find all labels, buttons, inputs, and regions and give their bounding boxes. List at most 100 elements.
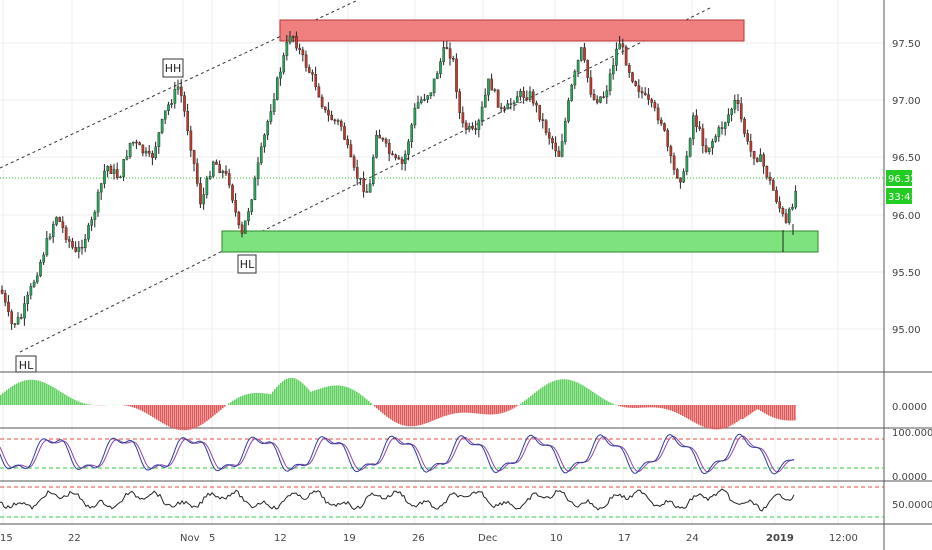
candle[interactable]	[541, 119, 545, 121]
candle[interactable]	[589, 77, 593, 95]
rsi-line[interactable]	[0, 488, 795, 512]
candle[interactable]	[375, 134, 378, 158]
candle[interactable]	[115, 169, 119, 179]
candle[interactable]	[330, 114, 334, 121]
candle[interactable]	[77, 246, 81, 252]
candle[interactable]	[163, 110, 167, 120]
candle[interactable]	[58, 217, 61, 222]
candle[interactable]	[64, 227, 68, 240]
candle[interactable]	[455, 58, 458, 92]
candle[interactable]	[269, 111, 273, 122]
candle[interactable]	[99, 183, 103, 193]
candle[interactable]	[119, 176, 122, 179]
candle[interactable]	[343, 126, 346, 140]
candle[interactable]	[535, 102, 538, 106]
candle[interactable]	[410, 124, 414, 142]
candle[interactable]	[679, 177, 682, 183]
candle[interactable]	[592, 94, 596, 100]
candle[interactable]	[36, 275, 39, 283]
candle[interactable]	[775, 190, 778, 203]
candle[interactable]	[519, 91, 522, 97]
candle[interactable]	[160, 118, 164, 133]
candle[interactable]	[384, 139, 388, 144]
candle[interactable]	[784, 213, 788, 223]
candle[interactable]	[493, 89, 497, 91]
candle[interactable]	[628, 65, 631, 73]
candle[interactable]	[564, 120, 567, 142]
candle[interactable]	[250, 199, 254, 212]
candle[interactable]	[765, 166, 769, 178]
candle[interactable]	[372, 157, 375, 185]
candle[interactable]	[752, 150, 756, 159]
candle[interactable]	[464, 122, 468, 130]
candle[interactable]	[634, 81, 637, 86]
candle[interactable]	[522, 91, 525, 98]
candle[interactable]	[74, 247, 77, 252]
candle[interactable]	[708, 147, 711, 152]
candle[interactable]	[605, 90, 609, 98]
candle[interactable]	[10, 311, 14, 324]
candle[interactable]	[480, 106, 484, 121]
candle[interactable]	[7, 301, 10, 312]
candle[interactable]	[16, 317, 20, 325]
candle[interactable]	[336, 120, 340, 122]
candlestick-series[interactable]	[0, 30, 797, 330]
annotation-hl-left[interactable]: HL	[15, 355, 37, 373]
candle[interactable]	[192, 150, 196, 164]
candle[interactable]	[500, 107, 503, 109]
candle[interactable]	[83, 238, 87, 248]
candle[interactable]	[420, 99, 423, 103]
candle[interactable]	[333, 119, 337, 122]
candle[interactable]	[195, 163, 199, 184]
candle[interactable]	[295, 36, 298, 49]
candle[interactable]	[496, 89, 500, 108]
candle[interactable]	[394, 154, 398, 158]
candle[interactable]	[288, 36, 292, 43]
candle[interactable]	[55, 217, 58, 225]
candle[interactable]	[551, 137, 554, 144]
candle[interactable]	[208, 175, 212, 179]
candle[interactable]	[468, 126, 471, 130]
candle[interactable]	[618, 43, 621, 50]
candle[interactable]	[576, 60, 580, 72]
candle[interactable]	[794, 190, 797, 208]
candle[interactable]	[365, 191, 369, 193]
candle[interactable]	[727, 114, 730, 123]
candle[interactable]	[221, 170, 225, 174]
candle[interactable]	[282, 55, 286, 73]
candle[interactable]	[528, 91, 532, 100]
candle[interactable]	[647, 94, 650, 100]
candle[interactable]	[263, 134, 266, 148]
candle[interactable]	[218, 164, 222, 174]
candle[interactable]	[637, 85, 641, 92]
candle[interactable]	[509, 103, 513, 105]
candle[interactable]	[442, 47, 446, 62]
candle[interactable]	[426, 95, 430, 100]
candle[interactable]	[477, 120, 481, 130]
candle[interactable]	[471, 126, 474, 129]
candle[interactable]	[503, 107, 506, 110]
candle[interactable]	[151, 153, 154, 158]
annotation-hl[interactable]: HL	[237, 254, 257, 274]
candle[interactable]	[599, 96, 602, 103]
candle[interactable]	[404, 154, 407, 164]
candle[interactable]	[179, 86, 183, 96]
candle[interactable]	[704, 145, 708, 152]
stoch-k-line[interactable]	[0, 433, 795, 475]
candle[interactable]	[429, 92, 433, 96]
candle[interactable]	[720, 127, 724, 129]
candle[interactable]	[125, 156, 129, 160]
candle[interactable]	[215, 161, 218, 165]
candle[interactable]	[624, 46, 628, 66]
candle[interactable]	[39, 262, 42, 277]
candle[interactable]	[42, 254, 45, 263]
candle[interactable]	[352, 156, 356, 168]
candle[interactable]	[490, 78, 494, 91]
candle[interactable]	[173, 89, 177, 104]
candle[interactable]	[266, 121, 270, 136]
candle[interactable]	[186, 110, 190, 132]
candle[interactable]	[650, 99, 653, 103]
candle[interactable]	[317, 86, 321, 98]
candle[interactable]	[538, 104, 541, 120]
